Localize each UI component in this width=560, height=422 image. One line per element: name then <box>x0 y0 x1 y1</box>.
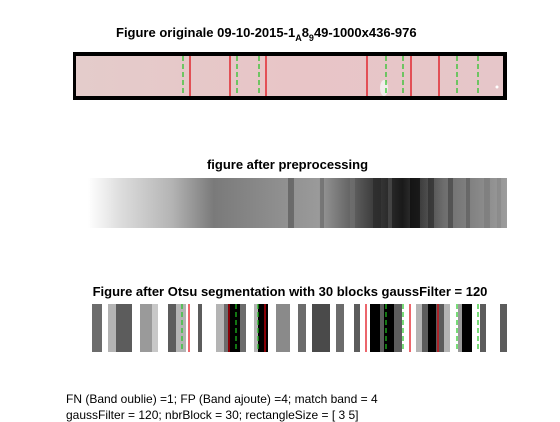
figure-otsu-title: Figure after Otsu segmentation with 30 b… <box>0 284 560 299</box>
segment-block <box>152 304 158 352</box>
preprocessed-band <box>388 178 392 228</box>
segment-block <box>268 304 276 352</box>
otsu-segmentation-image <box>88 304 507 352</box>
segment-block <box>380 304 384 352</box>
segment-block <box>436 304 444 352</box>
segment-block <box>500 304 507 352</box>
segment-block <box>198 304 202 352</box>
segment-block <box>176 304 186 352</box>
segment-block <box>330 304 336 352</box>
segment-block <box>202 304 216 352</box>
segment-block <box>394 304 402 352</box>
segment-block <box>480 304 486 352</box>
segment-block <box>472 304 480 352</box>
segment-block <box>246 304 254 352</box>
preprocessed-band <box>466 178 470 228</box>
preprocessed-band <box>350 178 355 228</box>
preprocessed-band <box>373 178 381 228</box>
original-strip-image <box>73 52 507 100</box>
segment-block <box>108 304 116 352</box>
segment-block <box>402 304 416 352</box>
segment-block <box>88 304 92 352</box>
segment-block <box>228 304 240 352</box>
figure-preprocessing-title: figure after preprocessing <box>0 157 560 172</box>
segment-block <box>168 304 176 352</box>
segment-block <box>116 304 132 352</box>
segment-block <box>428 304 436 352</box>
segment-block <box>416 304 422 352</box>
preprocessed-band <box>484 178 490 228</box>
figure-original-title: Figure originale 09-10-2015-1A8949-1000x… <box>116 25 417 43</box>
segment-block <box>336 304 344 352</box>
segment-block <box>298 304 306 352</box>
segment-block <box>140 304 152 352</box>
segment-block <box>444 304 450 352</box>
segment-block <box>240 304 246 352</box>
preprocessed-band <box>428 178 434 228</box>
preprocessed-band <box>410 178 420 228</box>
preprocessed-band <box>448 178 453 228</box>
preprocessed-band <box>288 178 294 228</box>
segment-block <box>216 304 224 352</box>
segment-block <box>224 304 228 352</box>
preprocessed-strip-image <box>88 178 507 228</box>
segment-block <box>462 304 472 352</box>
segment-block <box>344 304 354 352</box>
segment-block <box>132 304 140 352</box>
segment-block <box>486 304 500 352</box>
segment-block <box>458 304 462 352</box>
segment-block <box>92 304 102 352</box>
segment-block <box>290 304 298 352</box>
segment-block <box>102 304 108 352</box>
preprocessed-band <box>497 178 501 228</box>
segment-block <box>370 304 380 352</box>
segment-block <box>306 304 312 352</box>
result-caption-line1: FN (Band oublie) =1; FP (Band ajoute) =4… <box>66 392 378 406</box>
preprocessed-band <box>320 178 324 228</box>
segment-block <box>312 304 330 352</box>
segment-block <box>158 304 168 352</box>
segment-block <box>354 304 360 352</box>
segment-block <box>186 304 198 352</box>
segment-block <box>422 304 428 352</box>
segment-block <box>276 304 290 352</box>
segment-block <box>258 304 268 352</box>
